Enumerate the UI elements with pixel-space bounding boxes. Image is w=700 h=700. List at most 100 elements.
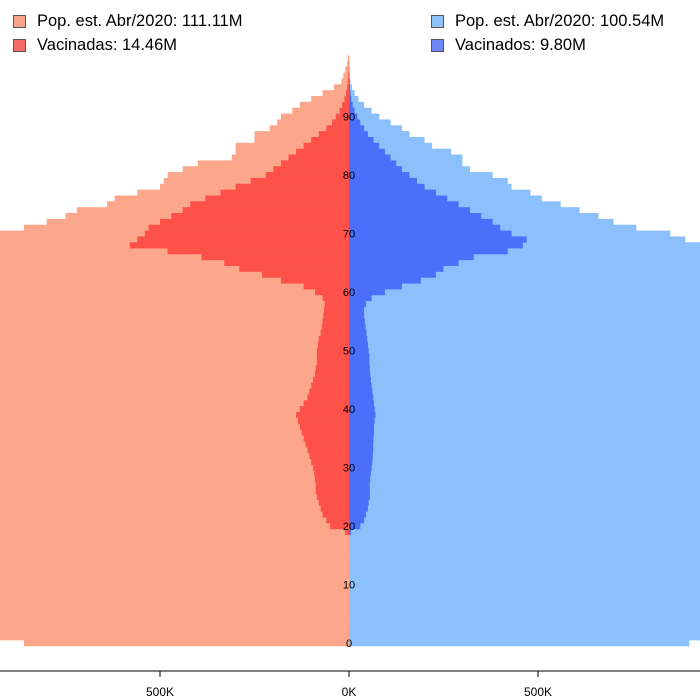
bar-female-vaccinated bbox=[335, 113, 349, 120]
bar-female-vaccinated bbox=[297, 417, 349, 424]
bar-male-vaccinated bbox=[349, 283, 402, 290]
bar-male-population bbox=[349, 78, 351, 85]
bar-female-population bbox=[0, 476, 349, 483]
bar-female-population bbox=[0, 546, 350, 553]
bar-female-population bbox=[0, 616, 349, 623]
bar-female-vaccinated bbox=[326, 125, 349, 132]
bar-female-vaccinated bbox=[307, 447, 349, 454]
bar-female-vaccinated bbox=[144, 230, 349, 237]
bar-male-vaccinated bbox=[349, 330, 367, 337]
bar-female-population bbox=[0, 324, 349, 331]
bar-male-population bbox=[349, 183, 512, 190]
bar-male-population bbox=[349, 189, 531, 196]
bar-female-population bbox=[197, 160, 349, 167]
bar-female-vaccinated bbox=[224, 259, 349, 266]
bar-male-population bbox=[349, 499, 700, 506]
bar-male-population bbox=[349, 575, 700, 582]
bar-female-population bbox=[0, 353, 349, 360]
bar-male-population bbox=[349, 265, 700, 272]
age-tick-label: 10 bbox=[343, 580, 355, 592]
bar-male-population bbox=[349, 253, 700, 261]
bar-male-population bbox=[349, 487, 700, 495]
bar-female-vaccinated bbox=[299, 423, 349, 430]
bar-female-population bbox=[0, 593, 349, 600]
bar-male-population bbox=[349, 66, 350, 73]
bar-male-vaccinated bbox=[349, 417, 375, 424]
bar-female-population bbox=[0, 493, 349, 500]
bar-male-vaccinated bbox=[349, 142, 380, 149]
bar-male-population bbox=[349, 365, 700, 372]
bar-male-population bbox=[349, 131, 410, 138]
bar-female-vaccinated bbox=[148, 224, 349, 231]
bar-male-population bbox=[349, 107, 372, 114]
bar-female-vaccinated bbox=[322, 511, 349, 518]
bar-male-population bbox=[349, 599, 700, 606]
bar-male-vaccinated bbox=[349, 493, 370, 500]
bar-male-vaccinated bbox=[349, 388, 373, 395]
bar-male-population bbox=[349, 166, 470, 173]
bar-male-population bbox=[349, 593, 700, 600]
legend-item-female-vaccinated: Vacinadas: 14.46M bbox=[13, 34, 242, 56]
legend-left: Pop. est. Abr/2020: 111.11M Vacinadas: 1… bbox=[13, 10, 242, 56]
bar-male-population bbox=[349, 581, 700, 588]
age-tick-label: 70 bbox=[343, 229, 355, 241]
bar-male-population bbox=[349, 84, 353, 91]
bar-female-population bbox=[0, 365, 349, 372]
bar-male-population bbox=[349, 242, 700, 249]
bar-male-vaccinated bbox=[349, 382, 372, 389]
bar-male-population bbox=[349, 452, 700, 460]
bar-male-population bbox=[349, 411, 700, 419]
bar-female-vaccinated bbox=[129, 242, 349, 249]
bar-male-population bbox=[349, 154, 463, 161]
bar-female-population bbox=[0, 628, 350, 635]
bar-female-vaccinated bbox=[265, 172, 349, 179]
bar-female-population bbox=[311, 96, 349, 103]
bar-male-population bbox=[349, 113, 380, 120]
bar-female-vaccinated bbox=[171, 213, 349, 220]
bar-female-population bbox=[235, 148, 349, 155]
bar-female-population bbox=[0, 604, 349, 612]
bar-female-vaccinated bbox=[344, 96, 349, 103]
bar-male-population bbox=[349, 406, 700, 413]
bar-male-population bbox=[349, 417, 700, 424]
bar-female-population bbox=[0, 435, 349, 442]
bar-male-population bbox=[349, 277, 700, 284]
bar-female-population bbox=[0, 359, 350, 366]
bar-male-vaccinated bbox=[349, 482, 370, 489]
bar-male-population bbox=[349, 564, 700, 571]
bar-female-vaccinated bbox=[339, 107, 349, 114]
bar-female-population bbox=[0, 253, 350, 261]
bar-male-population bbox=[349, 394, 700, 401]
bar-female-population bbox=[0, 499, 349, 506]
bar-female-population bbox=[0, 517, 349, 524]
bar-female-vaccinated bbox=[322, 318, 349, 325]
bar-female-vaccinated bbox=[318, 341, 349, 348]
bar-male-population bbox=[349, 90, 355, 97]
bar-female-vaccinated bbox=[315, 487, 349, 495]
bar-female-vaccinated bbox=[315, 482, 349, 489]
bar-male-population bbox=[349, 604, 700, 612]
bar-female-vaccinated bbox=[311, 382, 349, 389]
bar-male-vaccinated bbox=[349, 370, 371, 378]
bar-male-vaccinated bbox=[349, 154, 391, 161]
bar-male-population bbox=[349, 528, 700, 536]
bar-female-population bbox=[0, 540, 349, 547]
bar-male-vaccinated bbox=[349, 423, 374, 430]
bar-male-population bbox=[349, 347, 700, 354]
bar-female-population bbox=[0, 283, 350, 290]
bar-male-vaccinated bbox=[349, 300, 367, 307]
bar-male-population bbox=[349, 177, 508, 185]
bar-female-population bbox=[0, 300, 349, 307]
bar-male-vaccinated bbox=[349, 312, 365, 319]
bar-female-population bbox=[0, 423, 349, 430]
bar-female-population bbox=[23, 640, 349, 647]
bar-female-population bbox=[0, 634, 349, 641]
bar-male-population bbox=[349, 482, 700, 489]
bar-female-vaccinated bbox=[303, 400, 349, 407]
bar-female-vaccinated bbox=[324, 306, 349, 313]
bar-female-population bbox=[0, 318, 349, 325]
bar-female-population bbox=[0, 330, 350, 337]
bar-female-population bbox=[0, 341, 349, 348]
bar-male-vaccinated bbox=[349, 447, 374, 454]
bar-male-population bbox=[349, 622, 700, 629]
